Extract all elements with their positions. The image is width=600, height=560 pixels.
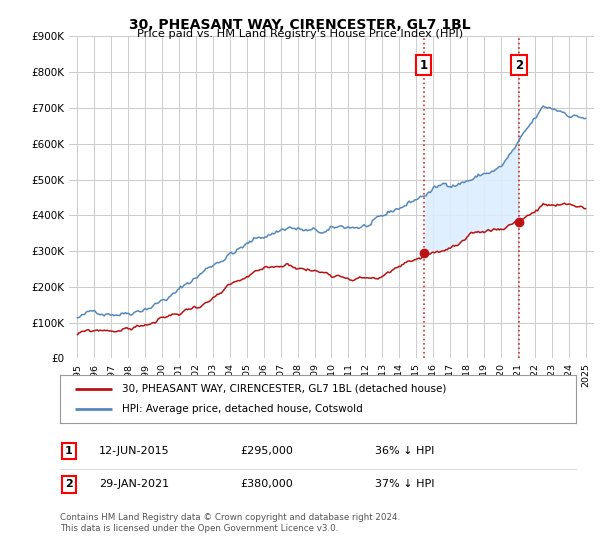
Text: 30, PHEASANT WAY, CIRENCESTER, GL7 1BL (detached house): 30, PHEASANT WAY, CIRENCESTER, GL7 1BL (… [122,384,446,394]
Text: 2: 2 [65,479,73,489]
Text: 12-JUN-2015: 12-JUN-2015 [99,446,170,456]
Text: 30, PHEASANT WAY, CIRENCESTER, GL7 1BL: 30, PHEASANT WAY, CIRENCESTER, GL7 1BL [129,18,471,32]
Text: 37% ↓ HPI: 37% ↓ HPI [375,479,434,489]
Text: 1: 1 [65,446,73,456]
Text: HPI: Average price, detached house, Cotswold: HPI: Average price, detached house, Cots… [122,404,362,414]
Text: £295,000: £295,000 [240,446,293,456]
Text: £380,000: £380,000 [240,479,293,489]
Text: 2: 2 [515,59,523,72]
Text: Contains HM Land Registry data © Crown copyright and database right 2024.: Contains HM Land Registry data © Crown c… [60,513,400,522]
Text: This data is licensed under the Open Government Licence v3.0.: This data is licensed under the Open Gov… [60,524,338,533]
Text: 1: 1 [419,59,428,72]
Text: 36% ↓ HPI: 36% ↓ HPI [375,446,434,456]
Text: 29-JAN-2021: 29-JAN-2021 [99,479,169,489]
Text: Price paid vs. HM Land Registry's House Price Index (HPI): Price paid vs. HM Land Registry's House … [137,29,463,39]
